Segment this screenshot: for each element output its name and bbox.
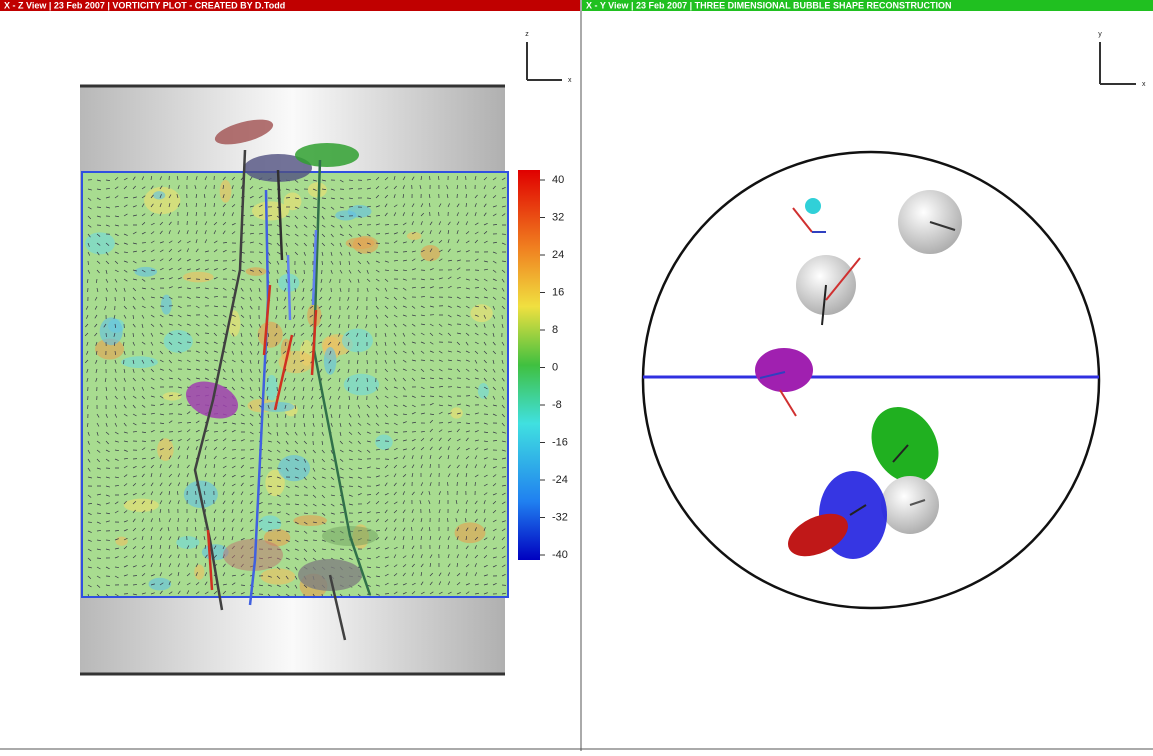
axis-label: x	[1142, 81, 1146, 88]
patch	[450, 407, 462, 418]
colorbar-tick-label: 40	[552, 174, 564, 186]
right-header: X - Y View | 23 Feb 2007 | THREE DIMENSI…	[586, 0, 951, 10]
patch	[144, 187, 180, 214]
patch	[346, 238, 375, 249]
patch	[157, 438, 174, 461]
patch	[115, 537, 127, 546]
patch	[163, 392, 182, 400]
colorbar-tick-label: 0	[552, 361, 558, 373]
measurement-plane	[82, 172, 508, 597]
patch	[220, 180, 232, 203]
colorbar-tick-label: -32	[552, 511, 568, 523]
page: X - Z View | 23 Feb 2007 | VORTICITY PLO…	[0, 0, 1153, 751]
right-axis-triad	[1100, 42, 1136, 84]
patch	[478, 383, 489, 399]
patch	[258, 322, 283, 348]
patch	[149, 578, 171, 591]
patch	[100, 317, 123, 345]
patch	[153, 191, 165, 199]
vector	[88, 261, 89, 265]
patch	[470, 304, 492, 322]
colorbar-tick-label: 16	[552, 286, 564, 298]
colorbar	[518, 170, 540, 560]
patch	[124, 499, 159, 512]
axis-label: x	[568, 77, 572, 84]
patch	[342, 329, 373, 353]
patch	[134, 267, 157, 277]
patch	[455, 522, 486, 543]
patch	[293, 515, 327, 526]
axis-label: y	[1098, 31, 1102, 38]
patch	[252, 201, 289, 220]
patch	[375, 434, 393, 449]
patch	[421, 245, 441, 261]
left-axis-triad	[527, 42, 562, 80]
patch	[335, 210, 356, 220]
axis-label: z	[525, 31, 529, 38]
colorbar-tick-label: -40	[552, 549, 568, 561]
colorbar-tick-label: 32	[552, 211, 564, 223]
patch	[278, 455, 310, 481]
patch	[308, 182, 327, 197]
colorbar-tick-label: -16	[552, 436, 568, 448]
patch	[246, 267, 267, 276]
colorbar-tick-label: 8	[552, 324, 558, 336]
colorbar-tick-label: 24	[552, 249, 564, 261]
colorbar-tick-label: -8	[552, 399, 562, 411]
colorbar-tick-label: -24	[552, 474, 568, 486]
patch	[183, 272, 214, 283]
patch	[344, 374, 379, 396]
left-header: X - Z View | 23 Feb 2007 | VORTICITY PLO…	[4, 0, 285, 10]
